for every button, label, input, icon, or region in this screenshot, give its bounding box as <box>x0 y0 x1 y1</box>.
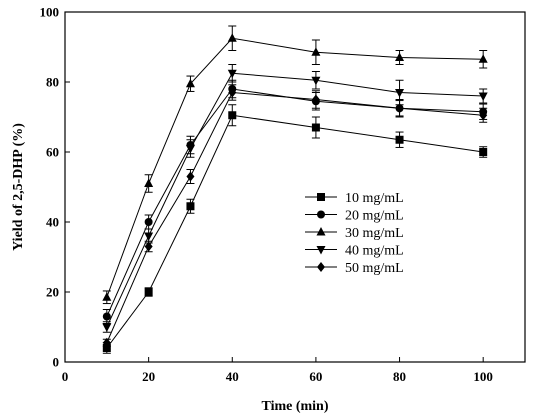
x-tick-label: 40 <box>226 369 239 384</box>
axes: 0 20 40 60 80 100 0 20 40 60 80 100 <box>40 5 526 384</box>
data-point <box>102 337 111 348</box>
data-point <box>395 89 405 98</box>
data-point <box>228 87 237 98</box>
legend-item: 40 mg/mL <box>305 244 404 259</box>
legend-item: 10 mg/mL <box>305 191 404 206</box>
data-point <box>186 171 195 182</box>
y-tick-label: 100 <box>40 5 60 20</box>
data-point <box>311 47 321 56</box>
series-line <box>106 91 484 343</box>
legend-label: 10 mg/mL <box>345 191 404 206</box>
legend-label: 40 mg/mL <box>345 244 404 259</box>
data-point <box>395 52 405 61</box>
legend-marker <box>316 246 326 255</box>
data-point <box>478 54 488 63</box>
x-tick-label: 80 <box>393 369 406 384</box>
series-4 <box>102 84 488 348</box>
data-point <box>102 323 112 332</box>
plot-frame <box>64 11 526 363</box>
data-point <box>144 218 153 226</box>
data-point <box>185 145 195 154</box>
data-point <box>227 33 237 42</box>
data-point <box>144 288 153 296</box>
series-3 <box>102 64 488 333</box>
data-point <box>478 92 488 101</box>
y-tick-label: 80 <box>46 75 59 90</box>
data-point <box>311 76 321 86</box>
series-0 <box>102 104 488 354</box>
data-point <box>227 69 237 79</box>
legend-marker <box>317 210 325 219</box>
data-point <box>311 123 320 132</box>
series-line <box>106 72 484 328</box>
data-point <box>144 241 153 252</box>
legend-item: 20 mg/mL <box>305 209 404 224</box>
data-point <box>311 94 320 105</box>
y-tick-label: 0 <box>53 355 60 370</box>
data-point <box>479 148 488 156</box>
legend-marker <box>317 193 325 201</box>
data-point <box>395 135 404 144</box>
y-tick-label: 20 <box>46 285 59 300</box>
legend-item: 30 mg/mL <box>305 226 404 241</box>
x-tick-label: 20 <box>142 369 155 384</box>
x-axis-title: Time (min) <box>261 399 328 414</box>
legend-label: 50 mg/mL <box>345 261 404 276</box>
series-layer <box>102 25 488 354</box>
data-point <box>144 232 154 241</box>
data-point <box>228 111 237 120</box>
y-tick-label: 40 <box>46 215 59 230</box>
series-line <box>106 37 484 298</box>
legend-marker <box>316 227 326 236</box>
data-point <box>144 178 154 187</box>
series-line <box>106 114 484 349</box>
data-point <box>479 110 488 121</box>
x-tick-label: 0 <box>62 369 69 384</box>
legend-label: 30 mg/mL <box>345 226 404 241</box>
data-point <box>186 202 195 211</box>
legend-item: 50 mg/mL <box>305 261 404 276</box>
data-point <box>102 344 111 352</box>
data-point <box>102 312 111 321</box>
legend-marker <box>317 262 325 272</box>
series-line <box>106 88 484 317</box>
legend-label: 20 mg/mL <box>345 209 404 224</box>
series-2 <box>102 25 488 305</box>
data-point <box>102 292 112 301</box>
x-tick-label: 100 <box>473 369 493 384</box>
legend: 10 mg/mL 20 mg/mL 30 mg/mL 40 mg/mL 50 mg/mL <box>305 191 404 276</box>
y-axis-title: Yield of 2,5-DHP (%) <box>11 123 26 251</box>
data-point <box>395 103 404 114</box>
x-tick-label: 60 <box>309 369 322 384</box>
y-tick-label: 60 <box>46 145 59 160</box>
data-point <box>185 78 195 88</box>
series-1 <box>102 79 488 324</box>
